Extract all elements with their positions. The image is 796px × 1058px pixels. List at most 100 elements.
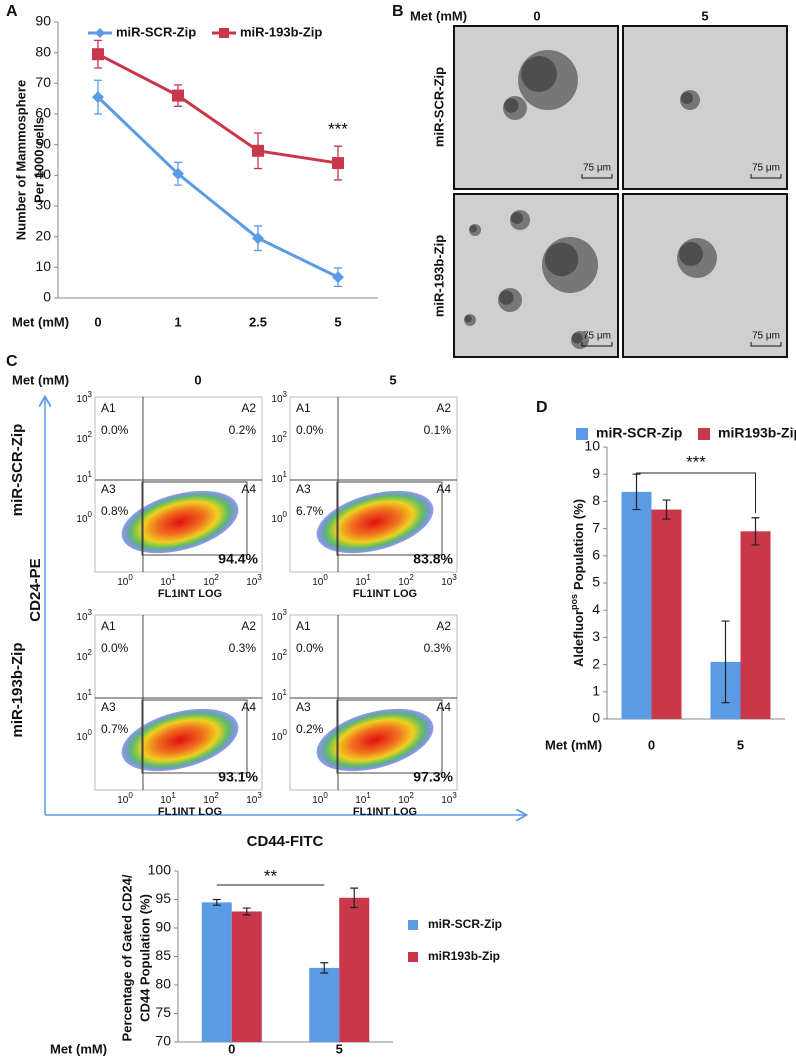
y-axis-title: Per 1000 cells [31, 117, 46, 203]
error-bar [751, 517, 760, 546]
plot-x-label: FL1INT LOG [158, 806, 222, 818]
bar [231, 911, 262, 1042]
log-tick-base: 10 [76, 692, 88, 703]
column-label: 0 [533, 8, 540, 23]
log-tick-label: 101 [160, 573, 176, 588]
axis-title: CD24-PE [27, 558, 44, 621]
annotation: *** [686, 452, 706, 471]
log-tick-label: 100 [76, 510, 92, 525]
log-tick-label: 103 [441, 791, 457, 806]
log-tick-label: 101 [160, 791, 176, 806]
cell-cluster [464, 315, 472, 323]
cell-cluster [469, 225, 477, 233]
annotation: ** [264, 866, 278, 885]
log-tick-base: 10 [117, 795, 129, 806]
row-label: miR-193b-Zip [9, 642, 26, 737]
y-tick-label: 3 [592, 628, 600, 644]
y-tick-label: 10 [35, 258, 51, 274]
log-tick-label: 100 [76, 728, 92, 743]
log-tick-exponent: 0 [323, 573, 328, 582]
y-tick-label: 9 [592, 465, 600, 481]
log-tick-exponent: 1 [88, 470, 93, 479]
quadrant-percent: 0.8% [101, 504, 129, 518]
x-tick-label: 0 [94, 314, 101, 329]
marker [172, 89, 184, 102]
log-tick-label: 100 [117, 791, 133, 806]
log-tick-base: 10 [76, 394, 88, 405]
scale-bar-label: 75 μm [752, 331, 780, 342]
quadrant-percent: 0.1% [424, 423, 452, 437]
log-tick-label: 102 [203, 573, 219, 588]
log-tick-exponent: 1 [283, 470, 288, 479]
marker [332, 271, 344, 284]
y-tick-label: 4 [592, 601, 600, 617]
log-tick-base: 10 [203, 795, 215, 806]
log-tick-base: 10 [246, 577, 258, 588]
log-tick-base: 10 [271, 394, 283, 405]
y-tick-label: 75 [155, 1004, 171, 1020]
y-tick-label: 5 [592, 574, 600, 590]
quadrant-percent: 0.3% [229, 641, 257, 655]
quadrant-percent: 0.7% [101, 722, 129, 736]
log-tick-label: 101 [355, 573, 371, 588]
log-tick-base: 10 [441, 795, 453, 806]
y-tick-label: 0 [592, 710, 600, 726]
log-tick-exponent: 1 [366, 791, 371, 800]
quadrant-name: A2 [241, 401, 256, 415]
log-tick-base: 10 [441, 577, 453, 588]
bar [651, 509, 682, 719]
y-axis-title: Number of Mammosphere [13, 80, 28, 240]
legend-marker [95, 28, 105, 38]
log-tick-label: 103 [76, 390, 92, 405]
log-tick-label: 103 [441, 573, 457, 588]
y-tick-label: 6 [592, 547, 600, 563]
scale-bar [750, 342, 782, 347]
log-tick-base: 10 [271, 692, 283, 703]
quadrant-name: A1 [101, 401, 116, 415]
column-label: 5 [701, 8, 708, 23]
y-tick-label: 70 [35, 74, 51, 90]
panel-label: B [392, 3, 404, 20]
log-tick-exponent: 0 [128, 791, 133, 800]
quadrant-percent: 0.0% [296, 641, 324, 655]
y-axis-title-part: Aldefluor [571, 610, 586, 667]
scale-bar [581, 174, 613, 179]
column-label: 0 [194, 372, 201, 387]
cell-cluster [679, 242, 703, 266]
marker [252, 232, 264, 245]
legend-label: miR-SCR-Zip [596, 425, 682, 441]
log-tick-base: 10 [160, 795, 172, 806]
legend-swatch [698, 428, 710, 440]
quadrant-name: A4 [241, 482, 256, 496]
annotation: *** [328, 119, 348, 138]
marker [332, 157, 344, 170]
log-tick-exponent: 2 [214, 791, 219, 800]
log-tick-base: 10 [355, 795, 367, 806]
y-tick-label: 50 [35, 135, 51, 151]
cell-cluster [681, 92, 693, 104]
error-bar [662, 499, 671, 520]
scale-bar [581, 342, 613, 347]
log-tick-label: 102 [76, 430, 92, 445]
log-tick-base: 10 [312, 795, 324, 806]
cell-cluster [521, 56, 557, 92]
gated-percent: 97.3% [413, 769, 453, 785]
legend-swatch [576, 428, 588, 440]
scale-bar-label: 75 μm [752, 163, 780, 174]
x-axis-title: Met (mM) [50, 1041, 107, 1056]
log-tick-base: 10 [271, 612, 283, 623]
log-tick-base: 10 [246, 795, 258, 806]
log-tick-label: 103 [271, 390, 287, 405]
panel-label: D [536, 399, 548, 416]
y-tick-label: 100 [148, 862, 172, 878]
log-tick-label: 102 [76, 648, 92, 663]
log-tick-label: 100 [271, 510, 287, 525]
quadrant-name: A2 [436, 401, 451, 415]
x-tick-label: 0 [228, 1041, 235, 1056]
scale-bar [750, 174, 782, 179]
x-tick-label: 0 [648, 737, 655, 752]
bar [740, 531, 771, 719]
log-tick-label: 100 [312, 573, 328, 588]
